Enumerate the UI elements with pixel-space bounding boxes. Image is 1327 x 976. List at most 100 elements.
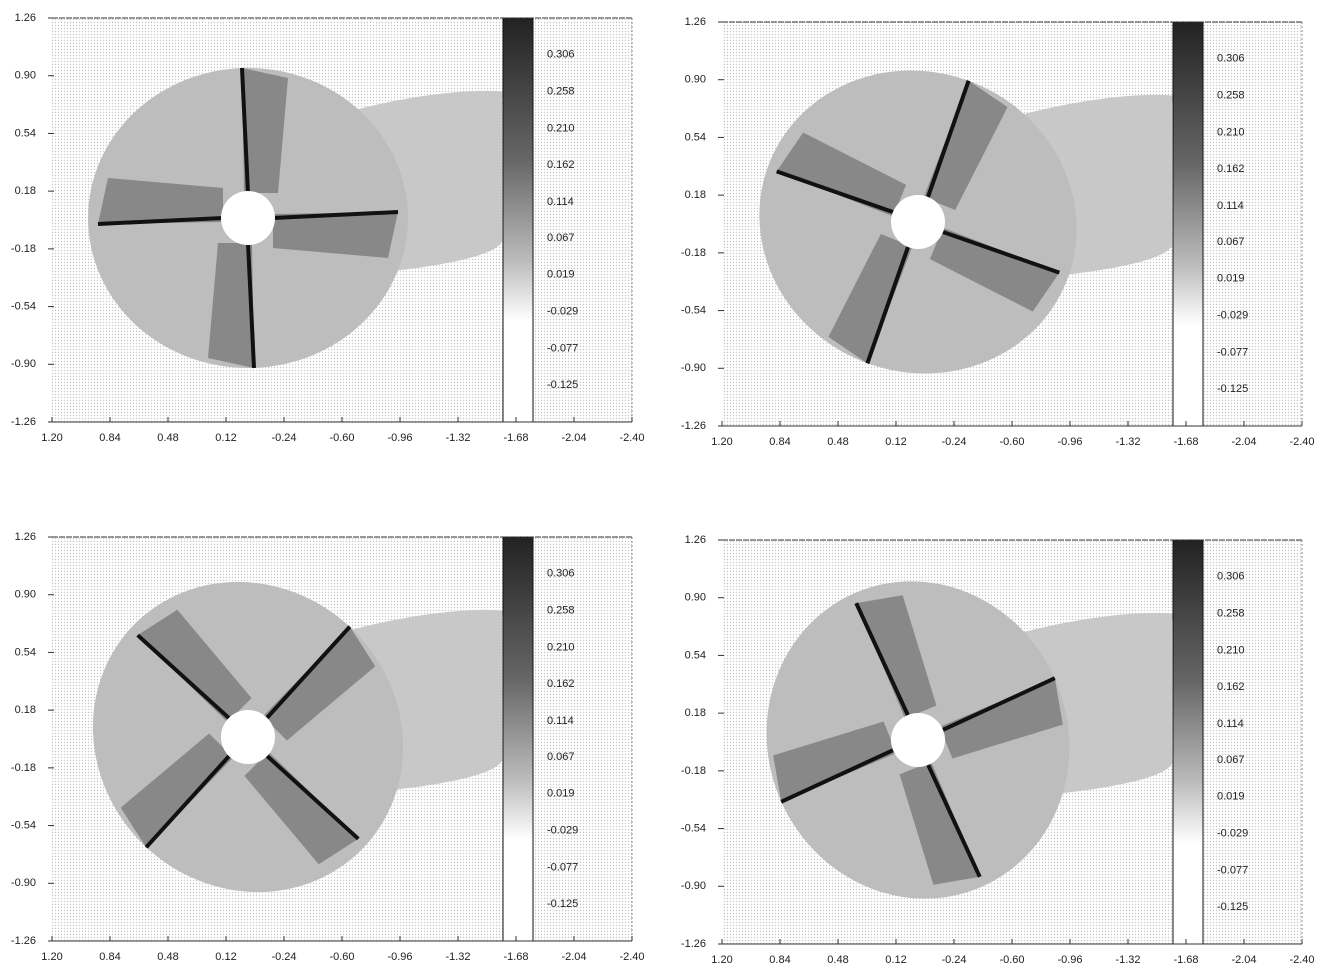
y-tick-label: -1.26 bbox=[681, 938, 706, 950]
x-tick-label: 0.84 bbox=[99, 432, 120, 444]
y-tick-label: 0.90 bbox=[15, 589, 36, 601]
colorbar-tick-label: 0.067 bbox=[547, 751, 575, 763]
colorbar-tick-label: 0.210 bbox=[547, 641, 575, 653]
x-tick-label: -0.60 bbox=[329, 951, 354, 963]
x-tick-label: -2.04 bbox=[561, 951, 586, 963]
colorbar-tick-label: 0.162 bbox=[547, 159, 575, 171]
colorbar-tick-label: 0.258 bbox=[1217, 90, 1245, 102]
colorbar-tick-label: 0.306 bbox=[547, 568, 575, 580]
colorbar-tick-label: -0.077 bbox=[1217, 346, 1248, 358]
colorbar-tick-label: 0.306 bbox=[547, 49, 575, 61]
x-tick-label: 1.20 bbox=[711, 436, 732, 448]
colorbar-tick-label: 0.306 bbox=[1217, 53, 1245, 65]
colorbar-tick-label: 0.210 bbox=[1217, 126, 1245, 138]
x-tick-label: 0.48 bbox=[157, 432, 178, 444]
y-tick-label: 0.54 bbox=[15, 646, 36, 658]
colorbar-tick-label: 0.114 bbox=[1217, 718, 1244, 730]
x-tick-label: -1.68 bbox=[503, 432, 528, 444]
colorbar-tick-label: 0.019 bbox=[547, 269, 575, 281]
x-tick-label: -0.60 bbox=[999, 954, 1024, 966]
colorbar-tick-label: -0.029 bbox=[1217, 310, 1248, 322]
y-tick-label: -0.18 bbox=[681, 247, 706, 259]
x-tick-label: -1.32 bbox=[445, 432, 470, 444]
colorbar-tick-label: 0.114 bbox=[547, 715, 574, 727]
x-tick-label: -2.40 bbox=[1289, 436, 1314, 448]
x-tick-label: 0.48 bbox=[827, 436, 848, 448]
colorbar-tick-label: 0.306 bbox=[1217, 571, 1245, 583]
x-tick-label: -0.96 bbox=[1057, 436, 1082, 448]
y-tick-label: -0.90 bbox=[11, 877, 36, 889]
panel: 0.3060.2580.2100.1620.1140.0670.019-0.02… bbox=[11, 518, 645, 963]
y-tick-label: -0.18 bbox=[11, 243, 36, 255]
x-tick-label: -0.60 bbox=[329, 432, 354, 444]
x-tick-label: 0.84 bbox=[769, 954, 790, 966]
colorbar-tick-label: 0.258 bbox=[1217, 608, 1245, 620]
colorbar-tick-label: -0.029 bbox=[1217, 828, 1248, 840]
x-tick-label: -2.40 bbox=[619, 951, 644, 963]
y-tick-label: 1.26 bbox=[15, 531, 36, 543]
x-tick-label: 0.12 bbox=[885, 436, 906, 448]
colorbar-tick-label: 0.019 bbox=[1217, 273, 1245, 285]
y-tick-label: -1.26 bbox=[11, 416, 36, 428]
x-tick-label: 0.12 bbox=[215, 951, 236, 963]
y-tick-label: 1.26 bbox=[15, 12, 36, 24]
colorbar-tick-label: -0.029 bbox=[547, 306, 578, 318]
figure: 0.306 0.258 0.210 0.162 0.114 0.067 0.019 -0.02… bbox=[0, 0, 1327, 971]
x-tick-label: -1.32 bbox=[1115, 436, 1140, 448]
colorbar bbox=[503, 537, 533, 941]
panel: 0.3060.2580.2100.1620.1140.0670.019-0.02… bbox=[681, 534, 1315, 966]
colorbar-tick-label: -0.077 bbox=[547, 342, 578, 354]
x-tick-label: -0.96 bbox=[387, 432, 412, 444]
y-tick-label: 1.26 bbox=[685, 534, 706, 546]
x-tick-label: 1.20 bbox=[41, 432, 62, 444]
y-tick-label: 0.18 bbox=[685, 189, 706, 201]
colorbar-tick-label: -0.125 bbox=[547, 379, 578, 391]
y-tick-label: -0.18 bbox=[681, 765, 706, 777]
colorbar-tick-label: 0.114 bbox=[1217, 200, 1244, 212]
y-tick-label: 0.18 bbox=[15, 704, 36, 716]
colorbar-tick-label: 0.162 bbox=[1217, 681, 1245, 693]
panel: 0.3060.2580.2100.1620.1140.0670.019-0.02… bbox=[681, 16, 1315, 448]
y-tick-label: 0.54 bbox=[15, 127, 36, 139]
x-tick-label: -0.96 bbox=[1057, 954, 1082, 966]
y-tick-label: -0.18 bbox=[11, 762, 36, 774]
colorbar-tick-label: 0.019 bbox=[547, 788, 575, 800]
x-tick-label: 0.84 bbox=[769, 436, 790, 448]
y-tick-label: -0.54 bbox=[11, 819, 36, 831]
colorbar-tick-label: 0.210 bbox=[1217, 644, 1245, 656]
y-tick-label: -0.90 bbox=[681, 362, 706, 374]
y-tick-label: -1.26 bbox=[681, 420, 706, 432]
y-tick-label: -1.26 bbox=[11, 935, 36, 947]
rotor bbox=[88, 68, 408, 368]
x-tick-label: -1.68 bbox=[1173, 954, 1198, 966]
colorbar-tick-label: 0.258 bbox=[547, 86, 575, 98]
y-tick-label: 0.18 bbox=[685, 707, 706, 719]
y-tick-label: 0.54 bbox=[685, 131, 706, 143]
colorbar bbox=[1173, 540, 1203, 944]
x-tick-label: -1.32 bbox=[445, 951, 470, 963]
x-tick-label: 0.84 bbox=[99, 951, 120, 963]
y-tick-label: -0.54 bbox=[11, 300, 36, 312]
y-tick-label: 1.26 bbox=[685, 16, 706, 28]
y-tick-label: 0.90 bbox=[15, 70, 36, 82]
y-tick-label: 0.54 bbox=[685, 649, 706, 661]
colorbar-tick-label: 0.067 bbox=[1217, 754, 1245, 766]
x-tick-label: -1.32 bbox=[1115, 954, 1140, 966]
x-tick-label: -0.24 bbox=[271, 951, 296, 963]
x-tick-label: 0.48 bbox=[827, 954, 848, 966]
x-tick-label: 0.12 bbox=[215, 432, 236, 444]
x-tick-label: 0.48 bbox=[157, 951, 178, 963]
colorbar-tick-label: -0.125 bbox=[1217, 383, 1248, 395]
y-tick-label: 0.18 bbox=[15, 185, 36, 197]
x-tick-label: -0.96 bbox=[387, 951, 412, 963]
x-tick-label: -0.24 bbox=[941, 954, 966, 966]
colorbar-tick-label: 0.210 bbox=[547, 122, 575, 134]
y-tick-label: -0.90 bbox=[11, 358, 36, 370]
colorbar-tick-label: -0.077 bbox=[547, 861, 578, 873]
colorbar-tick-label: 0.067 bbox=[547, 232, 575, 244]
colorbar bbox=[1173, 22, 1203, 426]
y-tick-label: -0.54 bbox=[681, 822, 706, 834]
colorbar-tick-label: 0.067 bbox=[1217, 236, 1245, 248]
x-tick-label: -2.04 bbox=[561, 432, 586, 444]
x-tick-label: -1.68 bbox=[503, 951, 528, 963]
